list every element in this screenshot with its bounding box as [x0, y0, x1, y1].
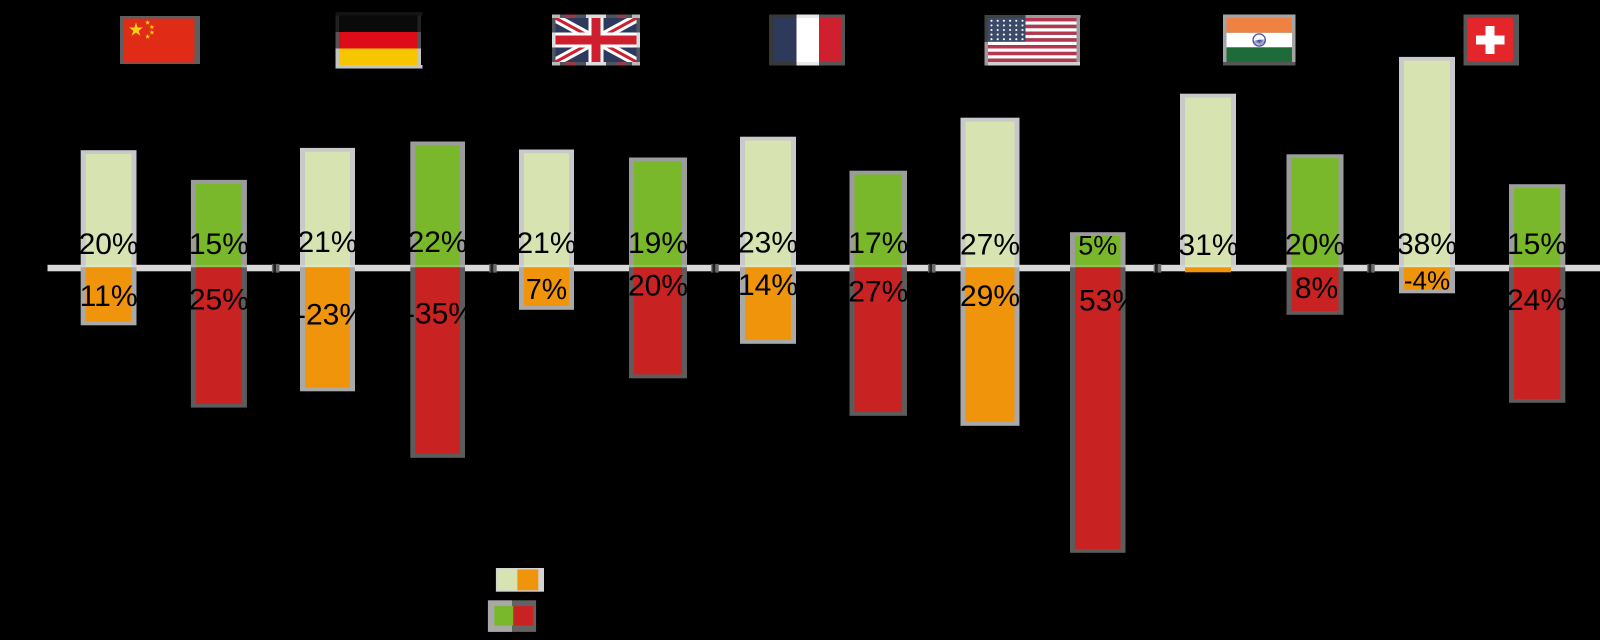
svg-text:11%: 11%: [80, 280, 138, 313]
svg-text:23%: 23%: [738, 226, 798, 259]
svg-text:-23%: -23%: [296, 298, 366, 331]
svg-text:27%: 27%: [960, 228, 1020, 261]
svg-text:24%: 24%: [1507, 284, 1567, 317]
svg-text:15%: 15%: [1507, 228, 1567, 261]
svg-text:19%: 19%: [628, 227, 688, 260]
svg-text:20%: 20%: [79, 228, 139, 261]
svg-text:14%: 14%: [738, 269, 798, 302]
svg-text:17%: 17%: [848, 227, 908, 260]
svg-text:20%: 20%: [1285, 228, 1345, 261]
svg-text:21%: 21%: [297, 226, 357, 259]
svg-text:15%: 15%: [189, 228, 249, 261]
svg-text:8%: 8%: [1295, 272, 1338, 305]
svg-text:25%: 25%: [189, 283, 249, 316]
svg-text:20%: 20%: [628, 269, 688, 302]
svg-text:29%: 29%: [960, 280, 1020, 313]
svg-text:22%: 22%: [408, 226, 468, 259]
svg-text:-4%: -4%: [1404, 266, 1450, 296]
svg-text:38%: 38%: [1397, 228, 1457, 261]
svg-text:-35%: -35%: [405, 297, 475, 330]
svg-text:5%: 5%: [1078, 231, 1117, 261]
svg-text:27%: 27%: [848, 275, 908, 308]
svg-text:21%: 21%: [516, 227, 576, 260]
svg-text:31%: 31%: [1178, 229, 1238, 262]
svg-text:7%: 7%: [526, 274, 567, 306]
svg-text:53%: 53%: [1079, 284, 1139, 317]
